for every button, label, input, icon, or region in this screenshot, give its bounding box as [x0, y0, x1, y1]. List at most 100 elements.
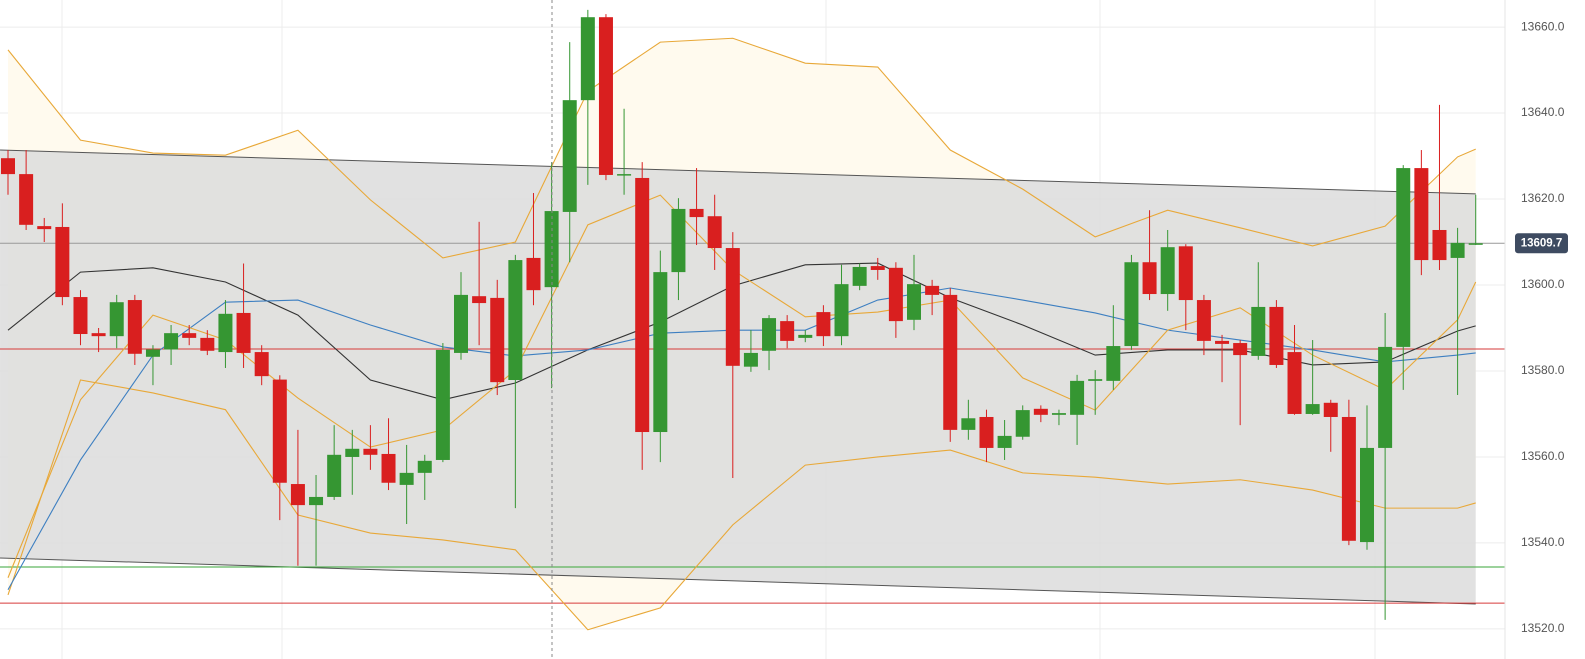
candle-body: [1124, 262, 1139, 347]
candle-body: [1088, 379, 1103, 381]
candle-body: [707, 216, 722, 249]
channel-line: [0, 149, 1476, 195]
candle-body: [762, 318, 777, 351]
candle-body: [562, 100, 577, 212]
candle-body: [780, 321, 795, 341]
candle-body: [309, 496, 324, 506]
candle-body: [580, 17, 595, 101]
candle-body: [1015, 410, 1030, 437]
candle-body: [1251, 306, 1266, 356]
candle-body: [272, 379, 287, 483]
candle-body: [653, 272, 668, 433]
candle-body: [1269, 306, 1284, 365]
candle-body: [979, 416, 994, 448]
candle-body: [907, 284, 921, 320]
candle-body: [852, 266, 867, 286]
candle-body: [1414, 168, 1429, 261]
candle-body: [127, 300, 142, 354]
channel-fill: [0, 150, 1476, 604]
candle-body: [363, 448, 378, 455]
y-tick-label: 13540.0: [1521, 535, 1565, 549]
candle-body: [109, 302, 124, 337]
candle-body: [435, 349, 450, 460]
candle-body: [725, 248, 740, 366]
y-tick-label: 13660.0: [1521, 19, 1565, 33]
candle-body: [943, 294, 958, 430]
candle-body: [1360, 447, 1374, 543]
candle-body: [1305, 404, 1320, 414]
indicator-line: [7, 37, 1476, 259]
candle-body: [1142, 262, 1157, 295]
axis-panel: [1505, 0, 1585, 659]
candle-body: [1450, 242, 1465, 258]
candle-body: [743, 352, 758, 367]
y-tick-label: 13580.0: [1521, 363, 1565, 377]
candle-body: [1160, 247, 1175, 295]
candle-body: [218, 313, 233, 353]
candle-body: [1196, 300, 1211, 341]
y-tick-label: 13520.0: [1521, 621, 1565, 635]
candle-body: [635, 177, 650, 433]
candle-body: [1, 158, 15, 175]
candle-body: [327, 454, 342, 497]
candle-body: [526, 257, 541, 291]
candle-body: [508, 260, 523, 381]
plot: [0, 9, 1585, 631]
candle-body: [381, 453, 396, 483]
last-price-box: [1515, 233, 1568, 254]
candle-body: [870, 266, 885, 270]
candle-body: [997, 435, 1012, 448]
candle-body: [1033, 408, 1048, 415]
candle-body: [1178, 246, 1193, 301]
candle-body: [454, 294, 468, 353]
candle-body: [834, 284, 849, 337]
channel-line: [0, 557, 1476, 605]
candle-body: [55, 226, 70, 298]
candle-body: [1432, 229, 1447, 261]
candle-body: [37, 226, 52, 230]
candle-body: [816, 312, 831, 337]
candle-body: [1215, 340, 1230, 344]
candle-body: [1468, 243, 1483, 245]
candle-body: [19, 174, 34, 225]
candle-body: [1070, 380, 1085, 415]
candle-body: [145, 349, 160, 357]
y-tick-label: 13620.0: [1521, 191, 1565, 205]
y-tick-label: 13640.0: [1521, 105, 1565, 119]
y-tick-label: 13600.0: [1521, 277, 1565, 291]
candle-body: [598, 17, 613, 175]
candle-body: [236, 312, 251, 353]
candle-body: [544, 211, 559, 288]
candle-body: [1051, 413, 1066, 415]
candle-body: [490, 297, 505, 383]
candle-body: [671, 208, 686, 273]
candle-body: [1233, 343, 1248, 356]
indicator-line: [7, 379, 1476, 631]
candle-body: [345, 448, 360, 457]
candle-body: [399, 472, 414, 485]
candle-body: [417, 460, 432, 473]
y-tick-label: 13560.0: [1521, 449, 1565, 463]
candle-body: [888, 267, 903, 322]
candle-body: [961, 418, 976, 430]
candle-body: [254, 352, 269, 377]
candle-body: [1378, 346, 1393, 448]
candle-body: [1341, 416, 1356, 541]
candle-body: [925, 285, 940, 295]
candle-body: [91, 333, 106, 337]
candle-body: [1396, 168, 1411, 347]
last-price-label: 13609.7: [1521, 237, 1563, 249]
candle-body: [617, 174, 632, 176]
candle-body: [73, 297, 88, 335]
candle-body: [164, 333, 179, 350]
candle-body: [1287, 352, 1302, 414]
candle-body: [1323, 402, 1338, 417]
candle-body: [200, 337, 215, 351]
candle-body: [290, 484, 305, 506]
candle-body: [472, 296, 487, 304]
candle-body: [182, 333, 197, 338]
candle-body: [1106, 346, 1121, 381]
candle-body: [689, 208, 704, 218]
candle-body: [798, 334, 813, 338]
